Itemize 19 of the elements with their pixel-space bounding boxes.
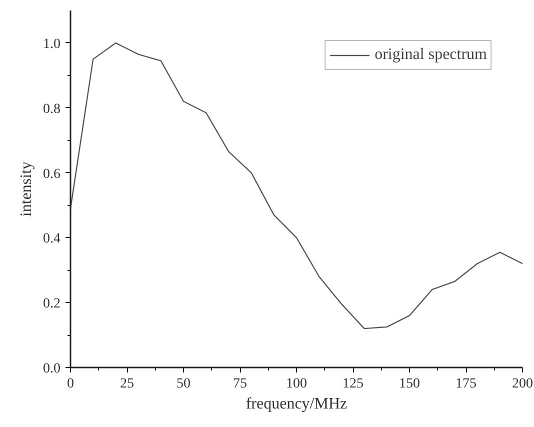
line-series: [70, 42, 522, 330]
y-tick-label: 0.6: [43, 166, 60, 182]
x-tick-label: 0: [67, 376, 74, 392]
x-tick-label: 200: [512, 376, 533, 392]
x-tick-label: 150: [399, 376, 420, 392]
legend-label: original spectrum: [374, 46, 487, 64]
x-tick-label: 100: [286, 376, 307, 392]
x-tick-label: 75: [233, 376, 247, 392]
x-tick-label: 175: [456, 376, 476, 392]
y-tick-label: 0.0: [43, 362, 60, 376]
x-tick-label: 125: [342, 376, 364, 392]
y-tick-label: 0.4: [43, 232, 60, 247]
y-tick-label: 0.2: [43, 296, 60, 312]
x-tick-label: 25: [120, 376, 134, 392]
y-axis-title: intensity: [18, 161, 35, 217]
y-tick-label: 1.0: [43, 36, 60, 52]
y-tick-label: 0.8: [43, 102, 60, 117]
x-axis-title: frequency/MHz: [246, 396, 348, 412]
x-tick-label: 50: [176, 376, 190, 392]
